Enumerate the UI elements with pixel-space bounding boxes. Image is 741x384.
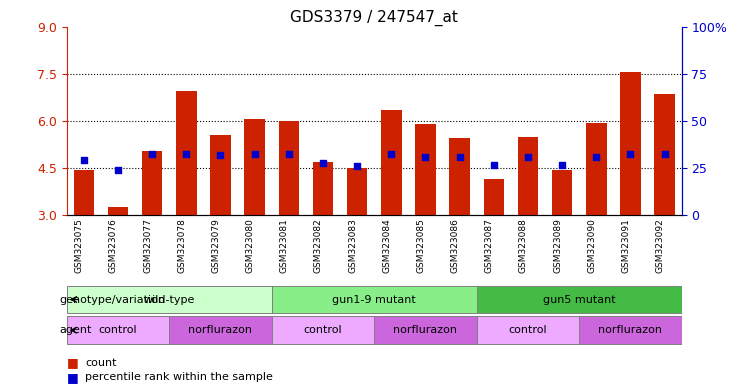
Text: ■: ■ <box>67 356 79 369</box>
Text: GSM323076: GSM323076 <box>109 218 118 273</box>
Text: GSM323084: GSM323084 <box>382 218 391 273</box>
Text: GSM323092: GSM323092 <box>656 218 665 273</box>
Bar <box>347 168 368 215</box>
Text: control: control <box>508 325 548 335</box>
Bar <box>169 316 272 344</box>
Text: GSM323077: GSM323077 <box>143 218 152 273</box>
Text: GSM323082: GSM323082 <box>314 218 323 273</box>
Text: GSM323089: GSM323089 <box>553 218 562 273</box>
Point <box>556 162 568 168</box>
Text: GSM323079: GSM323079 <box>211 218 221 273</box>
Text: genotype/variation: genotype/variation <box>60 295 166 305</box>
Bar <box>579 316 682 344</box>
Point <box>453 154 465 160</box>
Bar <box>67 316 169 344</box>
Point <box>317 160 329 166</box>
Text: count: count <box>85 358 117 368</box>
Text: GSM323086: GSM323086 <box>451 218 459 273</box>
Bar <box>586 122 607 215</box>
Bar <box>107 207 128 215</box>
Text: control: control <box>99 325 137 335</box>
Bar <box>313 162 333 215</box>
Bar <box>279 121 299 215</box>
Text: gun1-9 mutant: gun1-9 mutant <box>332 295 416 305</box>
Text: GSM323085: GSM323085 <box>416 218 425 273</box>
Bar <box>73 170 94 215</box>
Text: agent: agent <box>60 325 92 335</box>
Bar <box>381 110 402 215</box>
Point <box>659 151 671 157</box>
Text: GSM323075: GSM323075 <box>75 218 84 273</box>
Text: GSM323090: GSM323090 <box>588 218 597 273</box>
Bar <box>552 170 572 215</box>
Bar <box>518 137 538 215</box>
Text: gun5 mutant: gun5 mutant <box>543 295 616 305</box>
Point <box>112 167 124 173</box>
Text: norflurazon: norflurazon <box>188 325 253 335</box>
Point <box>215 152 227 159</box>
Bar <box>415 124 436 215</box>
Bar <box>476 316 579 344</box>
Point <box>419 154 431 160</box>
Bar <box>67 286 272 313</box>
Point <box>522 154 534 160</box>
Bar <box>245 119 265 215</box>
Text: GSM323087: GSM323087 <box>485 218 494 273</box>
Title: GDS3379 / 247547_at: GDS3379 / 247547_at <box>290 9 458 25</box>
Bar <box>176 91 196 215</box>
Text: GSM323081: GSM323081 <box>280 218 289 273</box>
Text: norflurazon: norflurazon <box>599 325 662 335</box>
Bar <box>484 179 504 215</box>
Text: GSM323088: GSM323088 <box>519 218 528 273</box>
Bar <box>449 138 470 215</box>
Point <box>249 151 261 157</box>
Text: control: control <box>304 325 342 335</box>
Text: GSM323083: GSM323083 <box>348 218 357 273</box>
Point <box>488 162 499 168</box>
Bar <box>142 151 162 215</box>
Bar <box>272 316 374 344</box>
Point <box>625 151 637 157</box>
Text: GSM323080: GSM323080 <box>245 218 255 273</box>
Bar <box>476 286 682 313</box>
Bar <box>374 316 476 344</box>
Bar <box>620 72 641 215</box>
Point <box>180 151 192 157</box>
Text: GSM323091: GSM323091 <box>622 218 631 273</box>
Bar <box>210 135 230 215</box>
Bar <box>654 94 675 215</box>
Text: GSM323078: GSM323078 <box>177 218 186 273</box>
Text: wild-type: wild-type <box>144 295 195 305</box>
Text: ■: ■ <box>67 371 79 384</box>
Point <box>591 154 602 160</box>
Text: norflurazon: norflurazon <box>393 325 457 335</box>
Point <box>78 157 90 163</box>
Point <box>283 151 295 157</box>
Text: percentile rank within the sample: percentile rank within the sample <box>85 372 273 382</box>
Point <box>351 163 363 169</box>
Point <box>146 151 158 157</box>
Bar <box>272 286 476 313</box>
Point <box>385 151 397 157</box>
